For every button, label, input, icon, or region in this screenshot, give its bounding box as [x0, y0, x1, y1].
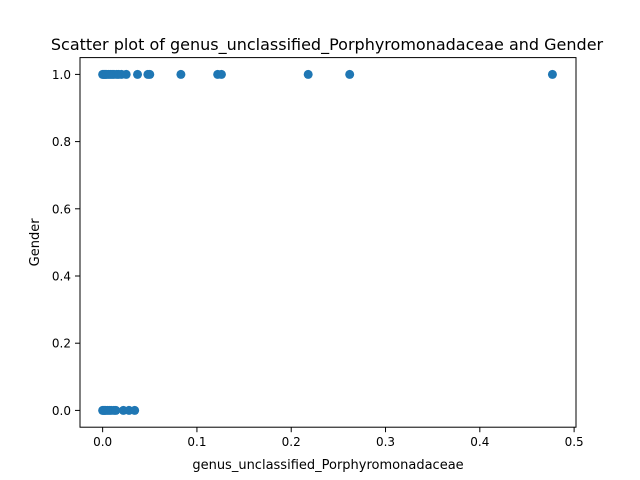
x-tick-label: 0.2: [282, 435, 301, 449]
x-axis-label: genus_unclassified_Porphyromonadaceae: [192, 458, 463, 473]
x-tick-label: 0.1: [187, 435, 206, 449]
plot-frame: [79, 57, 577, 428]
chart-title: Scatter plot of genus_unclassified_Porph…: [51, 35, 604, 55]
x-tick-label: 0.4: [470, 435, 489, 449]
data-point: [176, 69, 186, 79]
data-point: [121, 69, 131, 79]
data-point: [145, 69, 155, 79]
y-tick-label: 0.4: [52, 270, 71, 284]
x-tick-label: 0.0: [93, 435, 112, 449]
y-axis-ticks: 0.0 0.2 0.4 0.6 0.8 1.0: [52, 68, 80, 418]
x-tick-label: 0.5: [565, 435, 584, 449]
data-points: [98, 69, 557, 415]
y-tick-label: 0.0: [52, 404, 71, 418]
data-point: [130, 405, 140, 415]
y-tick-label: 0.6: [52, 202, 71, 216]
data-point: [111, 405, 121, 415]
data-point: [547, 69, 557, 79]
data-point: [133, 69, 143, 79]
y-tick-label: 0.2: [52, 337, 71, 351]
x-tick-label: 0.3: [376, 435, 395, 449]
data-point: [303, 69, 313, 79]
data-point: [345, 69, 355, 79]
data-point: [216, 69, 226, 79]
y-axis-label: Gender: [28, 218, 43, 267]
y-tick-label: 1.0: [52, 68, 71, 82]
y-tick-label: 0.8: [52, 135, 71, 149]
x-axis-ticks: 0.0 0.1 0.2 0.3 0.4 0.5: [93, 427, 584, 449]
